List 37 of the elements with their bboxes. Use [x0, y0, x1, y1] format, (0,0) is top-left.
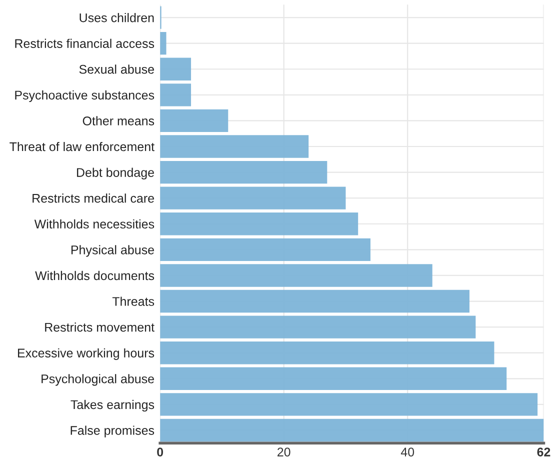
y-tick-label: Threat of law enforcement — [10, 142, 154, 152]
y-tick-label: Excessive working hours — [18, 348, 154, 360]
y-tick-label: Threats — [112, 296, 154, 306]
bar — [160, 32, 166, 55]
bar — [160, 84, 192, 106]
bar — [160, 341, 494, 364]
bar — [160, 135, 309, 158]
bar — [160, 238, 370, 262]
y-tick-label: Withholds necessities — [34, 219, 154, 229]
y-tick-label: Psychological abuse — [42, 374, 154, 386]
y-tick-label: Other means — [82, 116, 154, 126]
bar — [160, 290, 470, 313]
bar — [160, 109, 228, 132]
y-tick-label: Takes earnings — [70, 400, 154, 412]
y-tick-label: Restricts medical care — [32, 194, 154, 203]
x-tick-label: 20 — [278, 448, 290, 456]
y-tick-label: Debt bondage — [77, 168, 154, 180]
bar — [160, 316, 476, 338]
bar — [160, 186, 346, 210]
bar — [160, 367, 507, 390]
y-tick-label: Sexual abuse — [79, 64, 154, 74]
y-tick-label: Withholds documents — [35, 270, 154, 280]
bar — [160, 418, 544, 442]
bar — [160, 264, 432, 287]
y-tick-label: Physical abuse — [71, 245, 154, 257]
y-tick-label: Restricts financial access — [15, 38, 154, 48]
bar — [160, 393, 538, 416]
x-tick-label: 62 — [537, 448, 550, 456]
y-tick-label: Restricts movement — [45, 322, 154, 332]
x-tick-label: 40 — [400, 448, 414, 456]
y-tick-label: Uses children — [80, 13, 154, 22]
y-tick-label: False promises — [70, 426, 154, 438]
x-tick-label: 0 — [157, 448, 164, 456]
bar — [160, 58, 192, 80]
y-tick-label: Psychoactive substances — [15, 90, 154, 102]
bar — [160, 212, 358, 236]
bar — [160, 160, 328, 184]
